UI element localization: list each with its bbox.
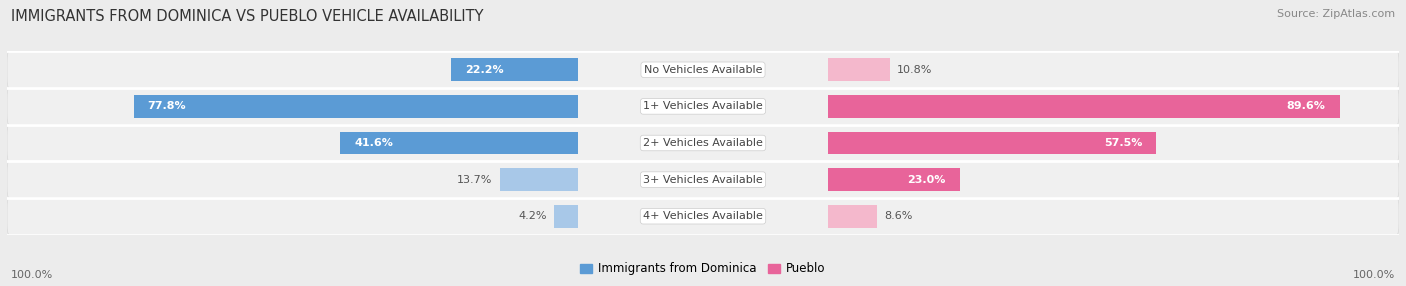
Text: No Vehicles Available: No Vehicles Available	[644, 65, 762, 75]
Legend: Immigrants from Dominica, Pueblo: Immigrants from Dominica, Pueblo	[575, 258, 831, 280]
Text: 22.2%: 22.2%	[465, 65, 503, 75]
Text: 4.2%: 4.2%	[519, 211, 547, 221]
Bar	[554, 205, 578, 228]
Text: 4+ Vehicles Available: 4+ Vehicles Available	[643, 211, 763, 221]
Bar	[828, 168, 959, 191]
Text: 100.0%: 100.0%	[1353, 270, 1395, 280]
Bar	[828, 58, 890, 81]
Bar	[134, 95, 578, 118]
Bar	[828, 205, 877, 228]
Text: IMMIGRANTS FROM DOMINICA VS PUEBLO VEHICLE AVAILABILITY: IMMIGRANTS FROM DOMINICA VS PUEBLO VEHIC…	[11, 9, 484, 23]
Bar	[828, 95, 1340, 118]
Text: 8.6%: 8.6%	[884, 211, 912, 221]
Text: 13.7%: 13.7%	[457, 175, 492, 184]
Text: 41.6%: 41.6%	[354, 138, 394, 148]
Text: Source: ZipAtlas.com: Source: ZipAtlas.com	[1277, 9, 1395, 19]
Text: 10.8%: 10.8%	[897, 65, 932, 75]
FancyBboxPatch shape	[7, 198, 1399, 235]
Text: 3+ Vehicles Available: 3+ Vehicles Available	[643, 175, 763, 184]
Bar	[451, 58, 578, 81]
FancyBboxPatch shape	[7, 161, 1399, 198]
Bar	[828, 132, 1156, 154]
Text: 100.0%: 100.0%	[11, 270, 53, 280]
Text: 23.0%: 23.0%	[907, 175, 946, 184]
Text: 77.8%: 77.8%	[148, 102, 186, 111]
Text: 2+ Vehicles Available: 2+ Vehicles Available	[643, 138, 763, 148]
FancyBboxPatch shape	[7, 51, 1399, 88]
Bar	[340, 132, 578, 154]
FancyBboxPatch shape	[7, 125, 1399, 161]
FancyBboxPatch shape	[7, 88, 1399, 125]
Text: 57.5%: 57.5%	[1104, 138, 1143, 148]
Text: 89.6%: 89.6%	[1286, 102, 1326, 111]
Text: 1+ Vehicles Available: 1+ Vehicles Available	[643, 102, 763, 111]
Bar	[499, 168, 578, 191]
